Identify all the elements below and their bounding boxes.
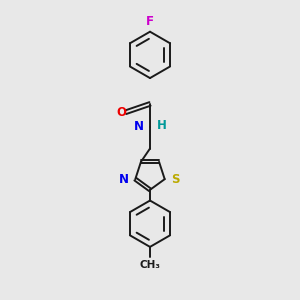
Text: N: N xyxy=(134,120,143,133)
Text: S: S xyxy=(171,172,179,186)
Text: O: O xyxy=(117,106,127,119)
Text: F: F xyxy=(146,15,154,28)
Text: N: N xyxy=(119,172,129,186)
Text: H: H xyxy=(157,119,166,132)
Text: CH₃: CH₃ xyxy=(140,260,160,270)
